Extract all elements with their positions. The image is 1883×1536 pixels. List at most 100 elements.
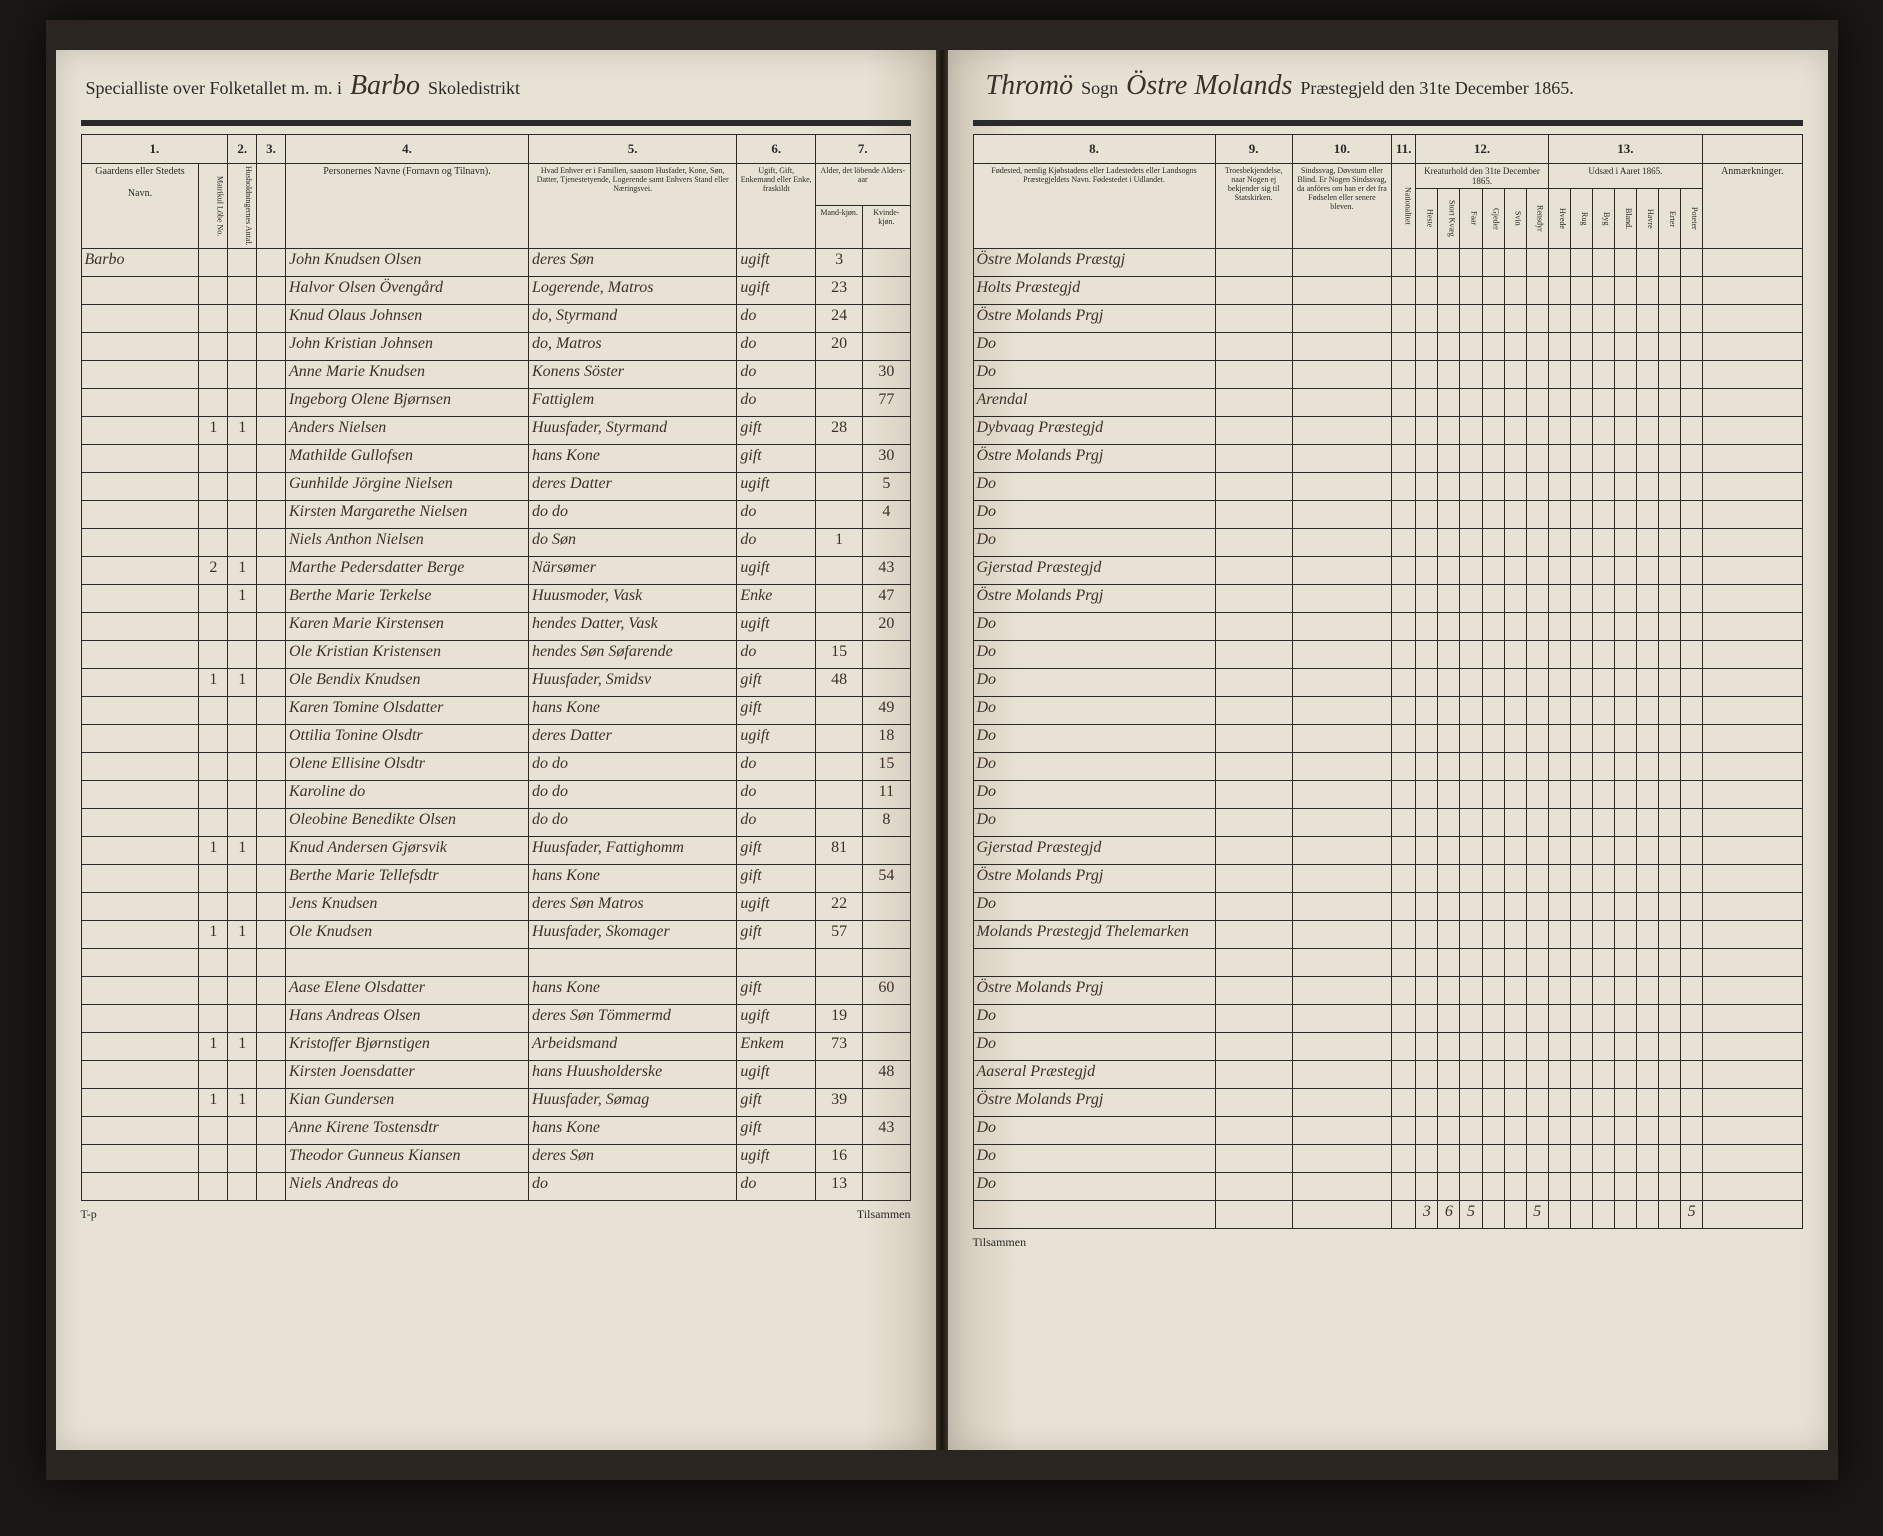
cell xyxy=(1504,1117,1526,1145)
cell xyxy=(199,892,228,920)
cell xyxy=(1681,417,1703,445)
cell xyxy=(1292,1061,1391,1089)
cell: hans Huusholderske xyxy=(528,1060,736,1088)
cell xyxy=(228,332,257,360)
cell xyxy=(1392,445,1416,473)
cell xyxy=(1681,529,1703,557)
cell xyxy=(1703,949,1802,977)
cell: Huusmoder, Vask xyxy=(528,584,736,612)
cell: 1 xyxy=(228,556,257,584)
h-seed: Udsæd i Aaret 1865. xyxy=(1548,164,1702,189)
cell: Do xyxy=(973,697,1215,725)
cell: Jens Knudsen xyxy=(285,892,528,920)
cell xyxy=(1526,361,1548,389)
cell: 81 xyxy=(816,836,863,864)
cell xyxy=(1392,1005,1416,1033)
tally-cell xyxy=(1592,1201,1614,1229)
tally-cell: 5 xyxy=(1526,1201,1548,1229)
cell xyxy=(81,304,199,332)
cell: 60 xyxy=(863,976,910,1004)
cell: Berthe Marie Terkelse xyxy=(285,584,528,612)
cell xyxy=(1570,333,1592,361)
cell: Do xyxy=(973,669,1215,697)
cell xyxy=(1636,585,1658,613)
cell xyxy=(1392,837,1416,865)
cell xyxy=(1548,641,1570,669)
cell xyxy=(81,388,199,416)
cell xyxy=(1681,1033,1703,1061)
tally-cell xyxy=(1703,1201,1802,1229)
cell xyxy=(1548,949,1570,977)
tally-cell xyxy=(1392,1201,1416,1229)
cell xyxy=(1592,1033,1614,1061)
cell xyxy=(1215,1117,1292,1145)
cell xyxy=(1504,837,1526,865)
table-row: Dybvaag Præstegjd xyxy=(973,417,1802,445)
cell xyxy=(1215,1005,1292,1033)
cell xyxy=(1215,333,1292,361)
cell: Hans Andreas Olsen xyxy=(285,1004,528,1032)
h-birth: Fødested, nemlig Kjøbstadens eller Lades… xyxy=(973,164,1215,249)
table-row: 11Kristoffer BjørnstigenArbeidsmandEnkem… xyxy=(81,1032,910,1060)
cell xyxy=(1636,725,1658,753)
cell xyxy=(81,668,199,696)
table-row: Östre Molands Prgj xyxy=(973,305,1802,333)
cell: do do xyxy=(528,500,736,528)
table-row: Do xyxy=(973,1145,1802,1173)
table-row: Östre Molands Prgj xyxy=(973,585,1802,613)
cell xyxy=(228,892,257,920)
cell xyxy=(1460,1089,1482,1117)
cell xyxy=(1703,921,1802,949)
cell xyxy=(1482,781,1504,809)
cell xyxy=(1526,277,1548,305)
cell xyxy=(1416,1061,1438,1089)
cell xyxy=(1570,529,1592,557)
cell xyxy=(816,752,863,780)
cell: Aase Elene Olsdatter xyxy=(285,976,528,1004)
table-row: Do xyxy=(973,669,1802,697)
cell xyxy=(1392,585,1416,613)
cell xyxy=(257,248,286,276)
cell: gift xyxy=(737,668,816,696)
cell xyxy=(1614,669,1636,697)
cell xyxy=(1636,949,1658,977)
cell xyxy=(1703,865,1802,893)
cell xyxy=(257,304,286,332)
cell xyxy=(1703,725,1802,753)
cell: Do xyxy=(973,781,1215,809)
cell xyxy=(1215,1089,1292,1117)
cell: Ingeborg Olene Bjørnsen xyxy=(285,388,528,416)
cell xyxy=(81,1144,199,1172)
cell xyxy=(1460,361,1482,389)
cell xyxy=(199,500,228,528)
cell xyxy=(1438,1061,1460,1089)
cell xyxy=(1636,529,1658,557)
cell xyxy=(199,388,228,416)
cell xyxy=(257,1116,286,1144)
cell xyxy=(1703,1005,1802,1033)
cell xyxy=(1570,613,1592,641)
cell xyxy=(1614,277,1636,305)
table-row: Do xyxy=(973,809,1802,837)
cell: Karoline do xyxy=(285,780,528,808)
cell xyxy=(1482,305,1504,333)
table-row: Östre Molands Prgj xyxy=(973,977,1802,1005)
cell xyxy=(816,612,863,640)
cell xyxy=(1614,473,1636,501)
cell xyxy=(1504,809,1526,837)
cell xyxy=(1681,389,1703,417)
cell xyxy=(81,1172,199,1200)
h-family: Hvad Enhver er i Familien, saasom Husfad… xyxy=(528,164,736,249)
cell xyxy=(1548,1117,1570,1145)
cell: hans Kone xyxy=(528,976,736,1004)
cell xyxy=(1636,277,1658,305)
cell xyxy=(1438,781,1460,809)
cell xyxy=(1681,249,1703,277)
cell: do xyxy=(528,1172,736,1200)
cell: deres Datter xyxy=(528,724,736,752)
cell xyxy=(1392,333,1416,361)
cell xyxy=(1416,1089,1438,1117)
cell: Huusfader, Smidsv xyxy=(528,668,736,696)
cell xyxy=(1215,1033,1292,1061)
cell: 30 xyxy=(863,444,910,472)
